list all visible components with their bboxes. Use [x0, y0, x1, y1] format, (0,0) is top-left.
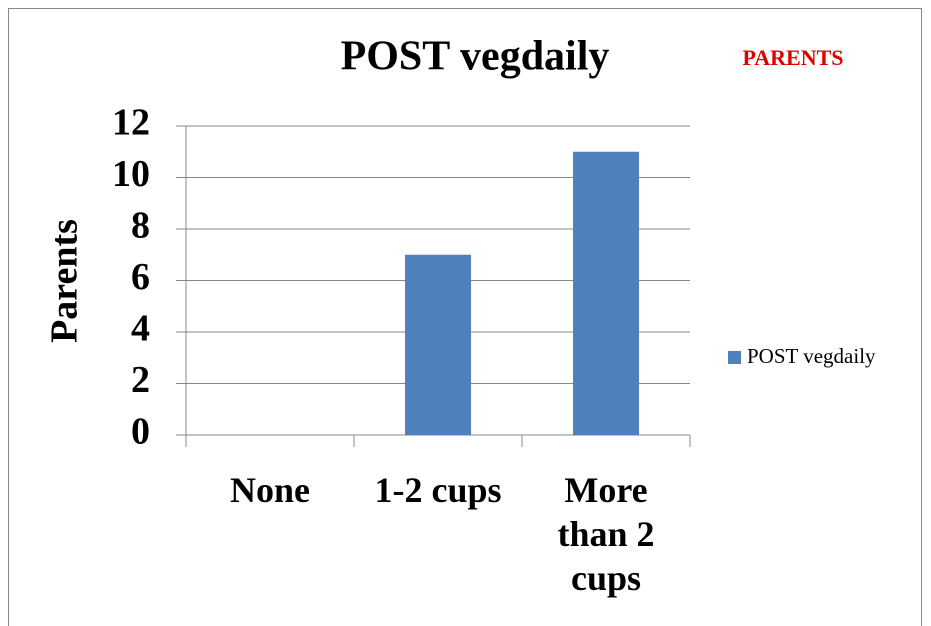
bar — [573, 151, 639, 435]
y-tick-label: 6 — [131, 256, 150, 298]
y-axis-label: Parents — [44, 219, 86, 343]
y-tick-label: 8 — [131, 205, 150, 247]
y-tick-label: 12 — [112, 102, 150, 144]
x-tick-label: None — [230, 470, 310, 510]
annotation: PARENTS — [742, 45, 843, 70]
x-tick-label: 1-2 cups — [374, 470, 502, 510]
x-tick-label: More than 2 cups — [557, 470, 655, 598]
y-tick-label: 4 — [131, 308, 150, 350]
legend-swatch — [728, 351, 741, 364]
bar — [405, 254, 471, 435]
y-tick-label: 10 — [112, 153, 150, 195]
legend-label: POST vegdaily — [747, 344, 876, 368]
y-tick-label: 0 — [131, 411, 150, 453]
y-tick-label: 2 — [131, 359, 150, 401]
chart-title: POST vegdaily — [341, 34, 610, 80]
